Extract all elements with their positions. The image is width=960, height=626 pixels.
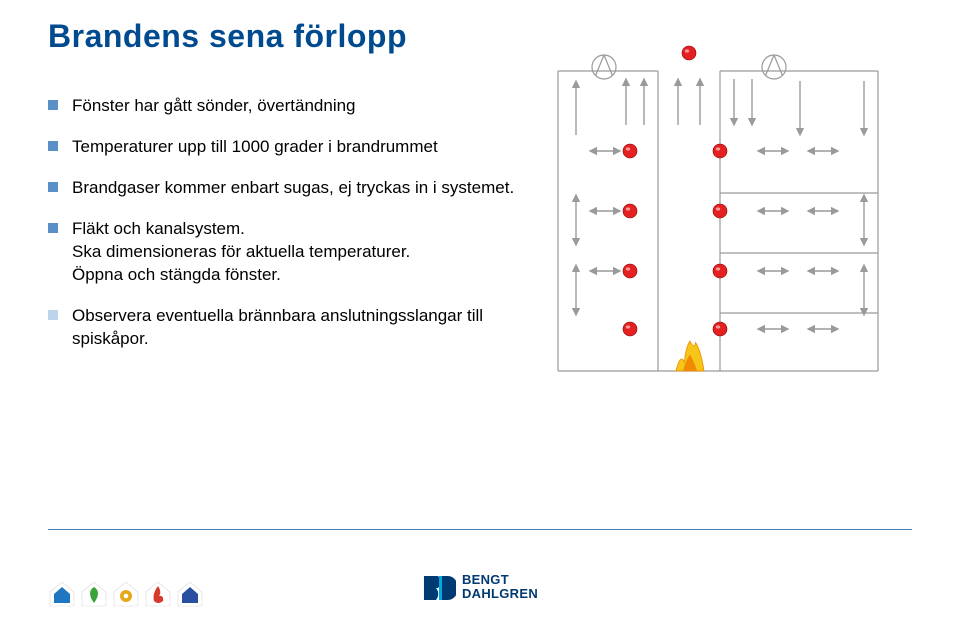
house2-icon bbox=[176, 580, 204, 608]
footer: BENGT DAHLGREN bbox=[0, 538, 960, 626]
ventilation-diagram bbox=[548, 45, 888, 385]
bullet-text: Brandgaser kommer enbart sugas, ej tryck… bbox=[72, 177, 518, 200]
bullet-list: Fönster har gått sönder, övertändning Tem… bbox=[48, 85, 518, 385]
company-logo: BENGT DAHLGREN bbox=[422, 572, 538, 602]
list-item: Observera eventuella brännbara anslutnin… bbox=[48, 305, 518, 351]
bullet-square-icon bbox=[48, 310, 58, 320]
list-item: Temperaturer upp till 1000 grader i bran… bbox=[48, 136, 518, 159]
footer-icon-row bbox=[48, 580, 204, 608]
logo-mark bbox=[422, 572, 456, 602]
footer-rule bbox=[48, 529, 912, 530]
leaf-icon bbox=[80, 580, 108, 608]
logo-line2: DAHLGREN bbox=[462, 587, 538, 601]
list-item: Brandgaser kommer enbart sugas, ej tryck… bbox=[48, 177, 518, 200]
list-item: Fläkt och kanalsystem.Ska dimensioneras … bbox=[48, 218, 518, 287]
bullet-text: Observera eventuella brännbara anslutnin… bbox=[72, 305, 518, 351]
content-row: Fönster har gått sönder, övertändning Tem… bbox=[0, 55, 960, 385]
bullet-text: Fönster har gått sönder, övertändning bbox=[72, 95, 518, 118]
slide: Brandens sena förlopp Fönster har gått s… bbox=[0, 0, 960, 626]
flame-icon bbox=[144, 580, 172, 608]
bullet-square-icon bbox=[48, 141, 58, 151]
gear-icon bbox=[112, 580, 140, 608]
bullet-text: Temperaturer upp till 1000 grader i bran… bbox=[72, 136, 518, 159]
bullet-square-icon bbox=[48, 223, 58, 233]
house-icon bbox=[48, 580, 76, 608]
list-item: Fönster har gått sönder, övertändning bbox=[48, 95, 518, 118]
logo-text: BENGT DAHLGREN bbox=[462, 573, 538, 600]
bullet-square-icon bbox=[48, 100, 58, 110]
bullet-square-icon bbox=[48, 182, 58, 192]
bullet-text: Fläkt och kanalsystem.Ska dimensioneras … bbox=[72, 218, 518, 287]
logo-line1: BENGT bbox=[462, 573, 538, 587]
